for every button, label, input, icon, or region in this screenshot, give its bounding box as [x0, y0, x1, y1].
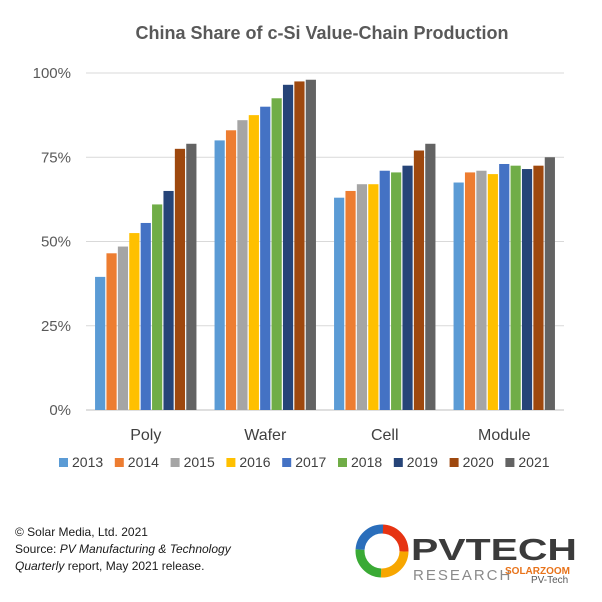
legend-swatch — [282, 458, 292, 467]
bar-module-2014 — [464, 172, 476, 410]
logo-subtext: RESEARCH — [413, 567, 512, 584]
bar-poly-2014 — [106, 253, 117, 410]
bar-wafer-2014 — [225, 130, 237, 411]
bar-wafer-2018 — [271, 98, 282, 411]
bar-poly-2021 — [186, 143, 197, 410]
legend-swatch — [505, 458, 515, 467]
source-prefix: Source: — [15, 542, 60, 556]
logo-text: PVTECH — [411, 532, 577, 567]
bar-wafer-2021 — [305, 79, 316, 411]
legend-label: 2015 — [184, 454, 215, 470]
copyright-text: © Solar Media, Ltd. 2021 — [15, 525, 148, 539]
bar-module-2015 — [476, 170, 487, 410]
legend-swatch — [338, 458, 347, 467]
bar-module-2017 — [499, 163, 510, 410]
source-title-2: Quarterly — [15, 559, 65, 573]
legend-label: 2021 — [518, 454, 549, 470]
source-title: PV Manufacturing & Technology — [59, 542, 231, 556]
x-tick-label: Wafer — [244, 427, 287, 444]
bar-wafer-2015 — [237, 120, 248, 411]
bar-wafer-2017 — [260, 106, 271, 410]
legend-label: 2020 — [463, 454, 494, 470]
y-tick-label: 75% — [41, 149, 71, 166]
y-tick-label: 100% — [33, 65, 71, 82]
legend: 2013 2014 2015 2016 2017 2018 2019 2020 2021 — [59, 454, 550, 470]
x-tick-label: Poly — [130, 427, 161, 444]
bar-cell-2020 — [413, 150, 425, 410]
bar-module-2016 — [487, 174, 498, 410]
legend-swatch — [226, 458, 236, 467]
y-tick-label: 25% — [41, 318, 71, 335]
logo-ring-icon — [355, 524, 409, 578]
bar-cell-2021 — [425, 143, 436, 410]
legend-label: 2013 — [72, 454, 103, 470]
watermark-text-2: PV-Tech — [531, 575, 568, 586]
bar-cell-2018 — [391, 172, 402, 410]
source-suffix: report, May 2021 release. — [64, 559, 205, 573]
bar-module-2013 — [453, 182, 464, 410]
x-tick-label: Module — [478, 427, 531, 444]
bar-module-2019 — [521, 169, 533, 410]
bar-poly-2016 — [129, 233, 140, 410]
source-text-line2: Quarterly report, May 2021 release. — [15, 558, 231, 575]
legend-label: 2014 — [128, 454, 159, 470]
legend-swatch — [393, 458, 403, 467]
bar-wafer-2020 — [294, 81, 305, 411]
legend-label: 2019 — [407, 454, 438, 470]
x-axis-labels: Poly Wafer Cell Module — [130, 427, 530, 444]
bar-module-2018 — [510, 165, 521, 410]
bar-poly-2013 — [95, 276, 106, 410]
source-text: Source: PV Manufacturing & Technology — [15, 541, 231, 558]
bars — [95, 79, 555, 411]
bar-cell-2015 — [356, 184, 368, 410]
bar-cell-2019 — [402, 165, 413, 410]
bar-module-2021 — [544, 157, 555, 410]
legend-swatch — [59, 458, 68, 467]
legend-swatch — [170, 458, 180, 467]
watermark-text: SOLARZOOM — [505, 566, 570, 577]
legend-label: 2017 — [295, 454, 326, 470]
bar-wafer-2016 — [248, 115, 259, 410]
y-axis-ticks: 0% 25% 50% 75% 100% — [33, 65, 71, 419]
bar-poly-2015 — [117, 246, 129, 410]
bar-cell-2013 — [334, 197, 345, 410]
bar-module-2020 — [533, 165, 544, 410]
bar-cell-2016 — [368, 184, 379, 410]
bar-poly-2018 — [152, 204, 163, 410]
bar-wafer-2013 — [214, 140, 225, 410]
y-tick-label: 0% — [49, 402, 71, 419]
legend-swatch — [114, 458, 124, 467]
bar-poly-2019 — [163, 190, 174, 410]
pvtech-logo: PVTECH RESEARCH SOLARZOOM PV-Tech — [355, 524, 577, 586]
legend-swatch — [449, 458, 459, 467]
x-tick-label: Cell — [371, 427, 399, 444]
bar-wafer-2019 — [282, 84, 294, 411]
bar-poly-2020 — [174, 148, 186, 410]
legend-label: 2018 — [351, 454, 382, 470]
footer: © Solar Media, Ltd. 2021 Source: PV Manu… — [15, 524, 231, 575]
bar-poly-2017 — [140, 222, 151, 410]
legend-label: 2016 — [239, 454, 270, 470]
bar-cell-2017 — [379, 170, 390, 410]
bar-cell-2014 — [345, 190, 356, 410]
chart-title: China Share of c-Si Value-Chain Producti… — [135, 23, 508, 43]
y-tick-label: 50% — [41, 234, 71, 251]
